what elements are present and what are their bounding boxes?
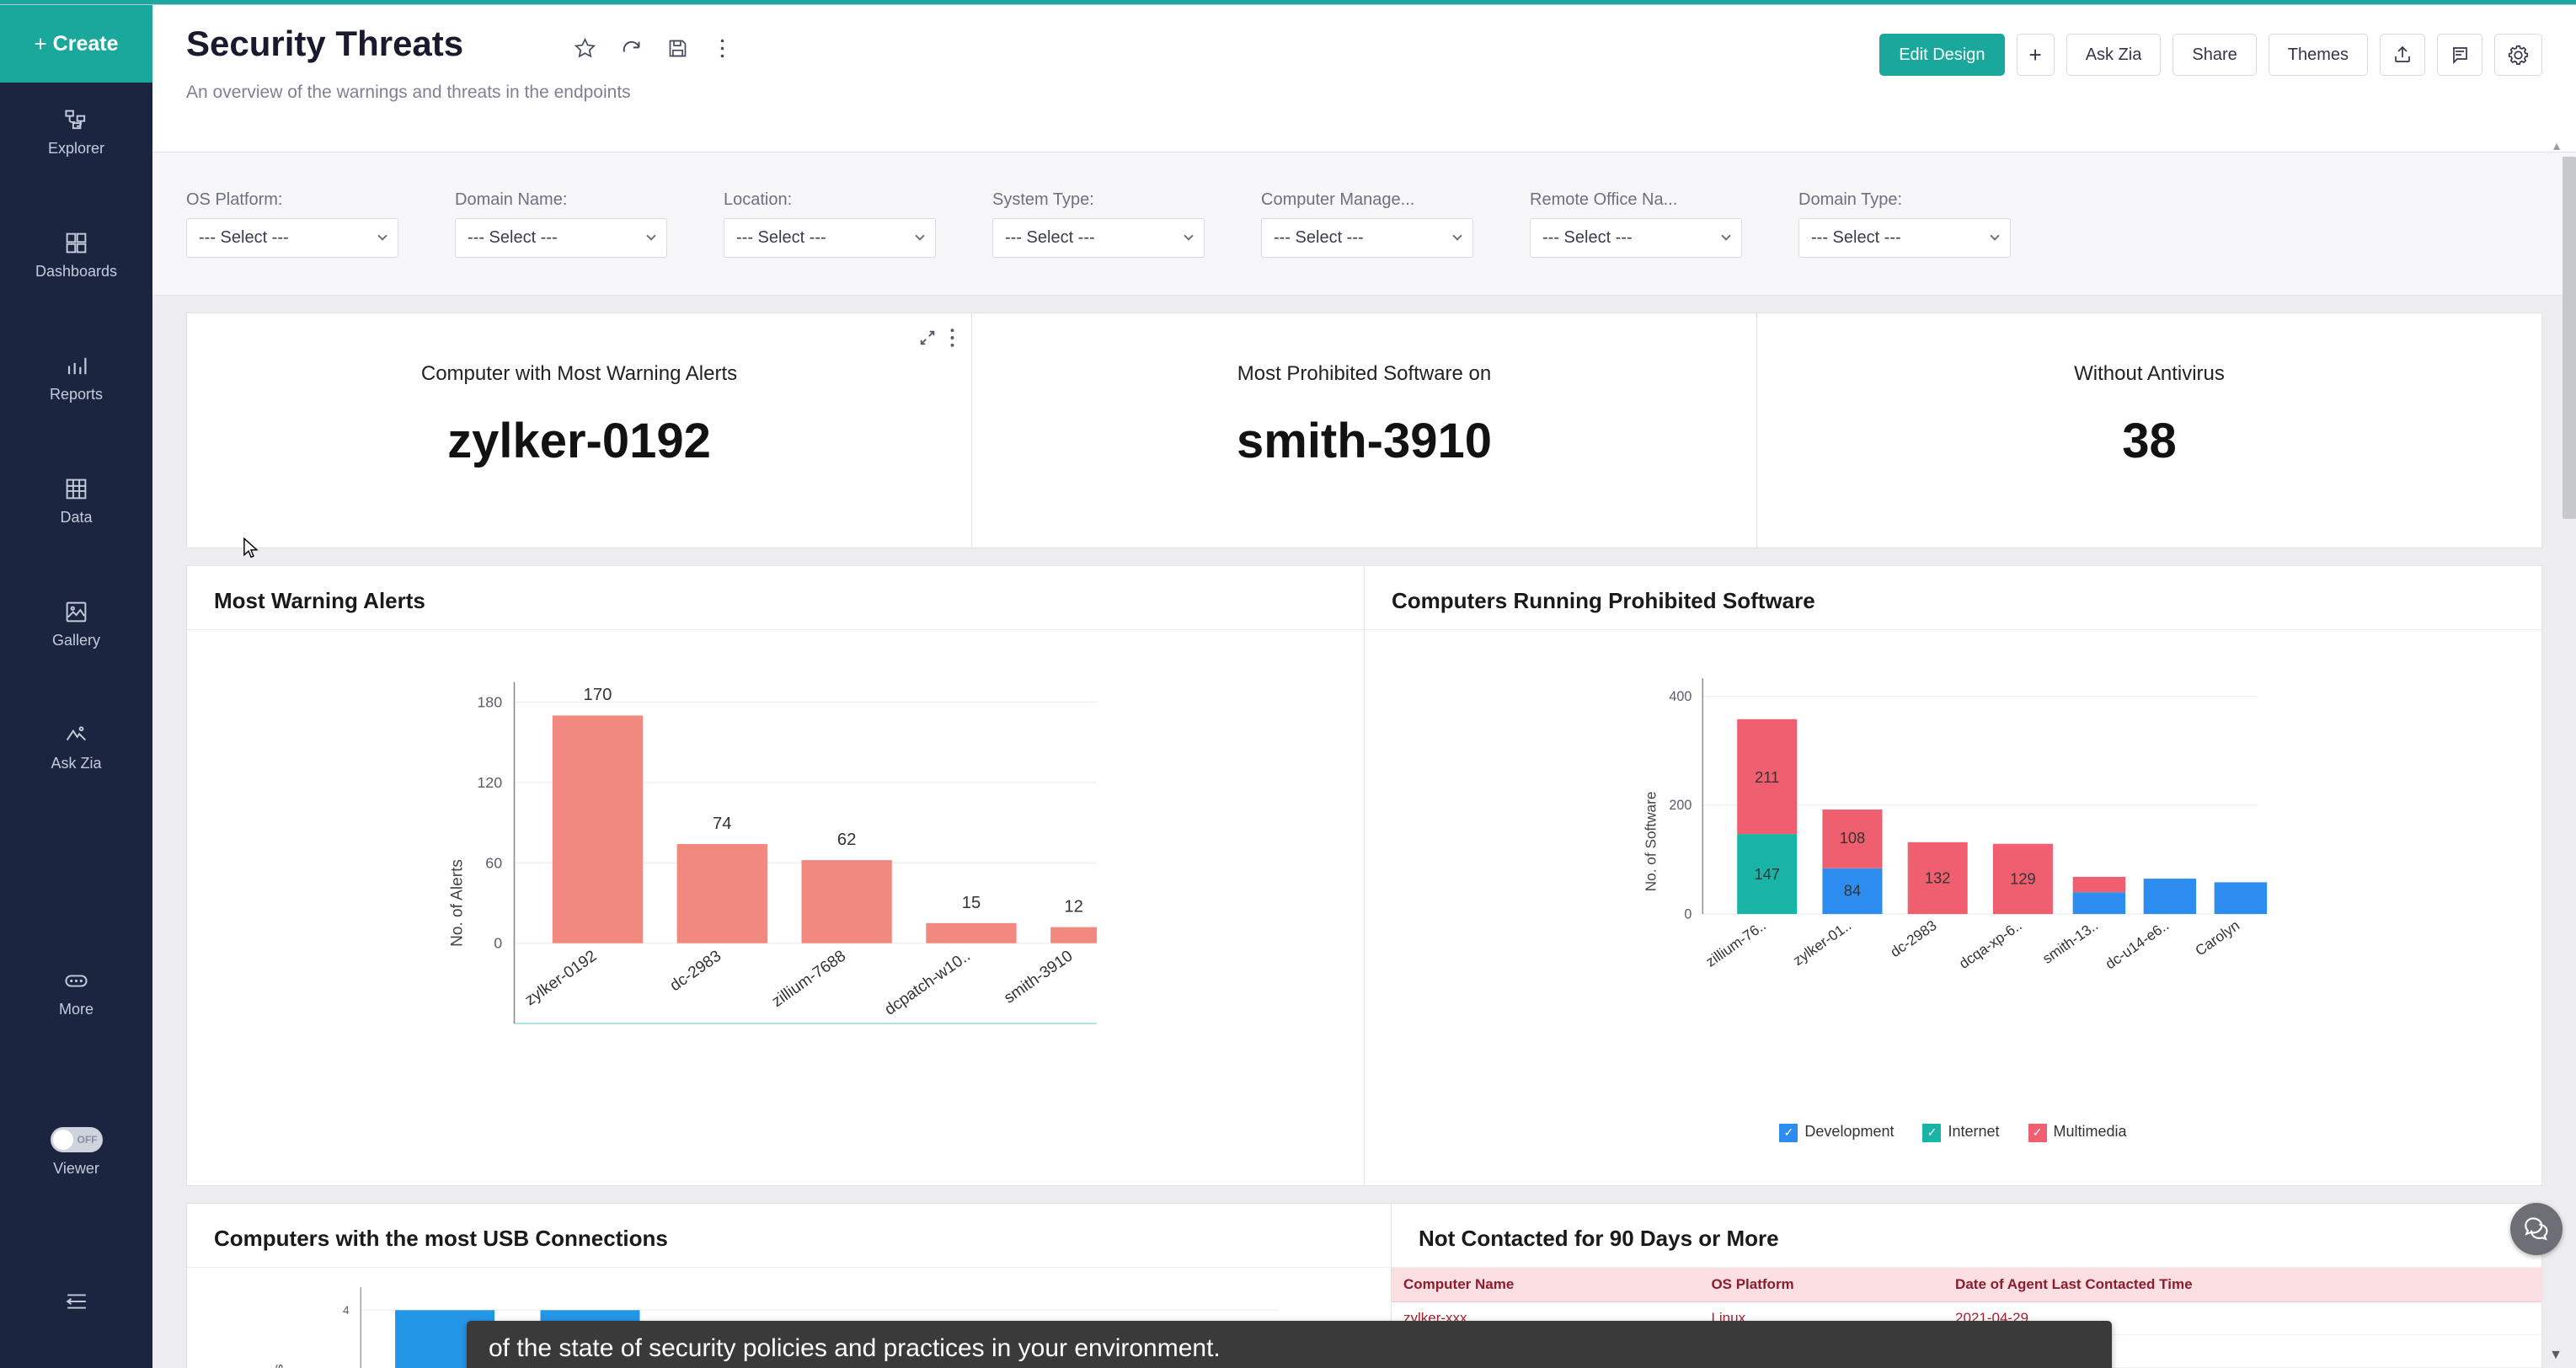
svg-text:400: 400: [1669, 689, 1692, 704]
svg-text:Connections: Connections: [273, 1364, 286, 1368]
svg-text:60: 60: [485, 854, 502, 871]
svg-text:dcqa-xp-6..: dcqa-xp-6..: [1956, 916, 2025, 972]
svg-text:74: 74: [713, 815, 732, 833]
svg-text:zillium-7688: zillium-7688: [769, 947, 849, 1011]
svg-text:zylker-01..: zylker-01..: [1790, 916, 1855, 969]
svg-text:zillium-76..: zillium-76..: [1702, 916, 1769, 970]
svg-text:0: 0: [494, 935, 502, 952]
svg-text:zylker-0192: zylker-0192: [522, 947, 601, 1009]
svg-text:108: 108: [1840, 829, 1866, 847]
svg-text:No. of Alerts: No. of Alerts: [449, 859, 467, 947]
svg-text:smith-3910: smith-3910: [1001, 947, 1076, 1007]
svg-text:132: 132: [1925, 868, 1951, 886]
svg-text:dc-2983: dc-2983: [1887, 916, 1939, 960]
svg-text:dc-u14-e6..: dc-u14-e6..: [2102, 916, 2172, 972]
svg-text:170: 170: [584, 686, 612, 704]
svg-text:200: 200: [1669, 798, 1692, 813]
svg-text:dc-2983: dc-2983: [667, 947, 724, 995]
svg-text:12: 12: [1064, 898, 1083, 916]
svg-text:Carolyn: Carolyn: [2192, 916, 2242, 959]
svg-text:62: 62: [837, 831, 857, 849]
svg-text:0: 0: [1684, 906, 1692, 922]
svg-text:4: 4: [343, 1304, 350, 1317]
svg-text:129: 129: [2010, 870, 2036, 888]
svg-text:120: 120: [477, 774, 502, 791]
svg-text:No. of Software: No. of Software: [1642, 792, 1659, 892]
svg-text:147: 147: [1754, 865, 1780, 883]
svg-text:180: 180: [477, 694, 502, 711]
svg-text:15: 15: [962, 894, 981, 912]
svg-text:dcpatch-w10..: dcpatch-w10..: [882, 947, 974, 1018]
svg-text:smith-13..: smith-13..: [2039, 916, 2101, 967]
svg-text:211: 211: [1755, 768, 1779, 786]
svg-text:84: 84: [1844, 882, 1861, 900]
